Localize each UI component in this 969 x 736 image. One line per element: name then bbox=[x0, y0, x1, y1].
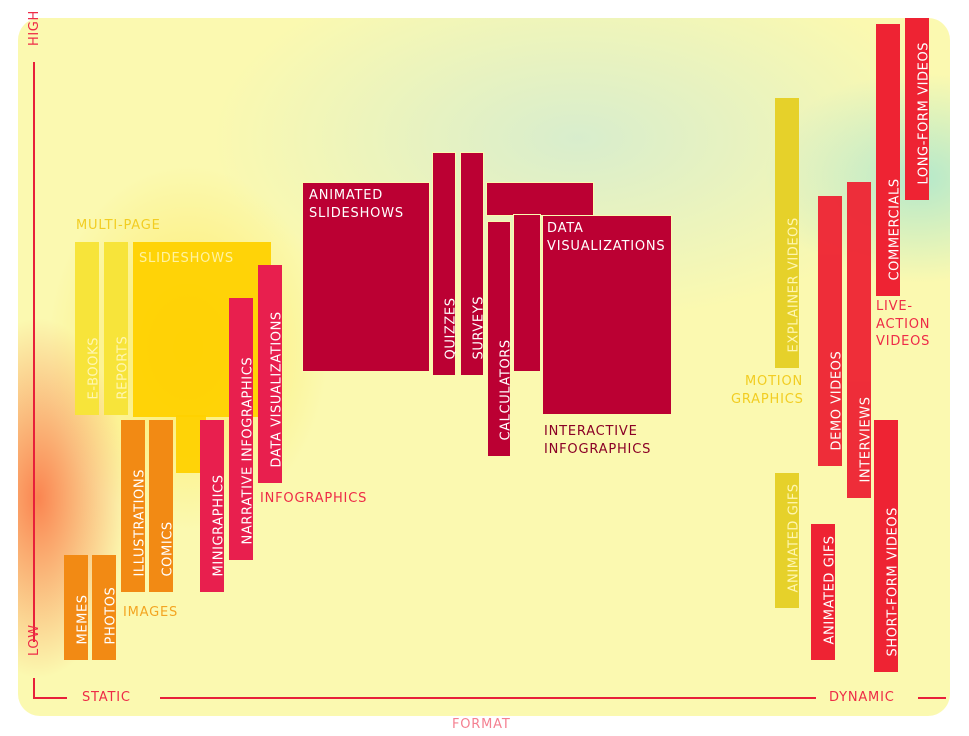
short-form-videos-label: SHORT-FORM VIDEOS bbox=[885, 506, 901, 657]
animated-gifs-label: ANIMATED GIFS bbox=[822, 535, 838, 645]
group-multi-page-label: MULTI-PAGE bbox=[76, 218, 161, 233]
reports-label: REPORTS bbox=[115, 335, 131, 400]
animated-gifs-motion-bar: ANIMATED GIFS bbox=[775, 473, 802, 608]
illustrations-label: ILLUSTRATIONS bbox=[132, 468, 148, 577]
interactive-top-block bbox=[486, 182, 594, 216]
comics-label: COMICS bbox=[160, 521, 176, 577]
narrative-infographics-label: NARRATIVE INFOGRAPHICS bbox=[240, 356, 256, 545]
interactive-stem-block bbox=[513, 214, 541, 372]
ebooks-bar: E-BOOKS bbox=[75, 242, 102, 415]
commercials-bar: COMMERCIALS bbox=[876, 24, 903, 296]
explainer-videos-bar: EXPLAINER VIDEOS bbox=[775, 98, 802, 368]
animated-gifs-bar: ANIMATED GIFS bbox=[811, 524, 838, 660]
reports-bar: REPORTS bbox=[104, 242, 131, 415]
group-infographics-label: INFOGRAPHICS bbox=[260, 491, 368, 506]
data-visualizations-static-label: DATA VISUALIZATIONS bbox=[269, 311, 285, 468]
x-axis-title: FORMAT bbox=[452, 717, 511, 732]
memes-label: MEMES bbox=[75, 594, 91, 645]
data-visualizations-static-bar: DATA VISUALIZATIONS bbox=[258, 265, 285, 483]
group-motion-graphics-label: MOTION GRAPHICS bbox=[731, 374, 804, 407]
demo-videos-bar: DEMO VIDEOS bbox=[818, 196, 845, 466]
y-axis-low-label: LOW bbox=[27, 624, 42, 656]
group-live-action-label: LIVE-ACTION VIDEOS bbox=[876, 299, 931, 350]
interviews-bar: INTERVIEWS bbox=[847, 182, 874, 498]
data-visualizations-interactive-block[interactable]: DATA VISUALIZATIONS bbox=[542, 215, 672, 415]
data-visualizations-interactive-label: DATA VISUALIZATIONS bbox=[547, 221, 666, 254]
narrative-infographics-bar: NARRATIVE INFOGRAPHICS bbox=[229, 298, 256, 560]
illustrations-bar: ILLUSTRATIONS bbox=[121, 420, 148, 592]
photos-bar: PHOTOS bbox=[92, 555, 119, 660]
comics-bar: COMICS bbox=[149, 420, 176, 592]
x-axis-dynamic-label: DYNAMIC bbox=[829, 690, 895, 705]
calculators-label: CALCULATORS bbox=[498, 339, 514, 441]
surveys-label: SURVEYS bbox=[471, 295, 487, 360]
x-axis-end bbox=[918, 697, 946, 699]
group-images-label: IMAGES bbox=[123, 605, 179, 620]
short-form-videos-bar: SHORT-FORM VIDEOS bbox=[874, 420, 901, 672]
y-axis-foot bbox=[33, 678, 35, 698]
group-interactive-label: INTERACTIVE INFOGRAPHICS bbox=[544, 424, 652, 457]
animated-slideshows-label: ANIMATED SLIDESHOWS bbox=[309, 188, 404, 221]
x-axis-start bbox=[33, 697, 67, 699]
quizzes-bar[interactable]: QUIZZES bbox=[432, 152, 459, 376]
y-axis-high-label: HIGH bbox=[27, 10, 42, 46]
long-form-videos-label: LONG-FORM VIDEOS bbox=[916, 41, 932, 185]
y-axis-line bbox=[33, 62, 35, 642]
minigraphics-bar: MINIGRAPHICS bbox=[200, 420, 227, 592]
long-form-videos-bar: LONG-FORM VIDEOS bbox=[905, 18, 932, 200]
surveys-bar[interactable]: SURVEYS bbox=[460, 152, 487, 376]
group-slideshows-label: SLIDESHOWS bbox=[139, 251, 234, 266]
quizzes-label: QUIZZES bbox=[443, 297, 459, 360]
ebooks-label: E-BOOKS bbox=[86, 336, 102, 400]
animated-gifs-motion-label: ANIMATED GIFS bbox=[786, 483, 802, 593]
demo-videos-label: DEMO VIDEOS bbox=[829, 350, 845, 451]
photos-label: PHOTOS bbox=[103, 586, 119, 645]
x-axis-line bbox=[160, 697, 816, 699]
minigraphics-label: MINIGRAPHICS bbox=[211, 474, 227, 577]
memes-bar: MEMES bbox=[64, 555, 91, 660]
interviews-label: INTERVIEWS bbox=[858, 396, 874, 483]
calculators-bar[interactable]: CALCULATORS bbox=[487, 221, 514, 457]
commercials-label: COMMERCIALS bbox=[887, 178, 903, 281]
animated-slideshows-block[interactable]: ANIMATED SLIDESHOWS bbox=[302, 182, 430, 372]
x-axis-static-label: STATIC bbox=[82, 690, 131, 705]
explainer-videos-label: EXPLAINER VIDEOS bbox=[786, 217, 802, 353]
